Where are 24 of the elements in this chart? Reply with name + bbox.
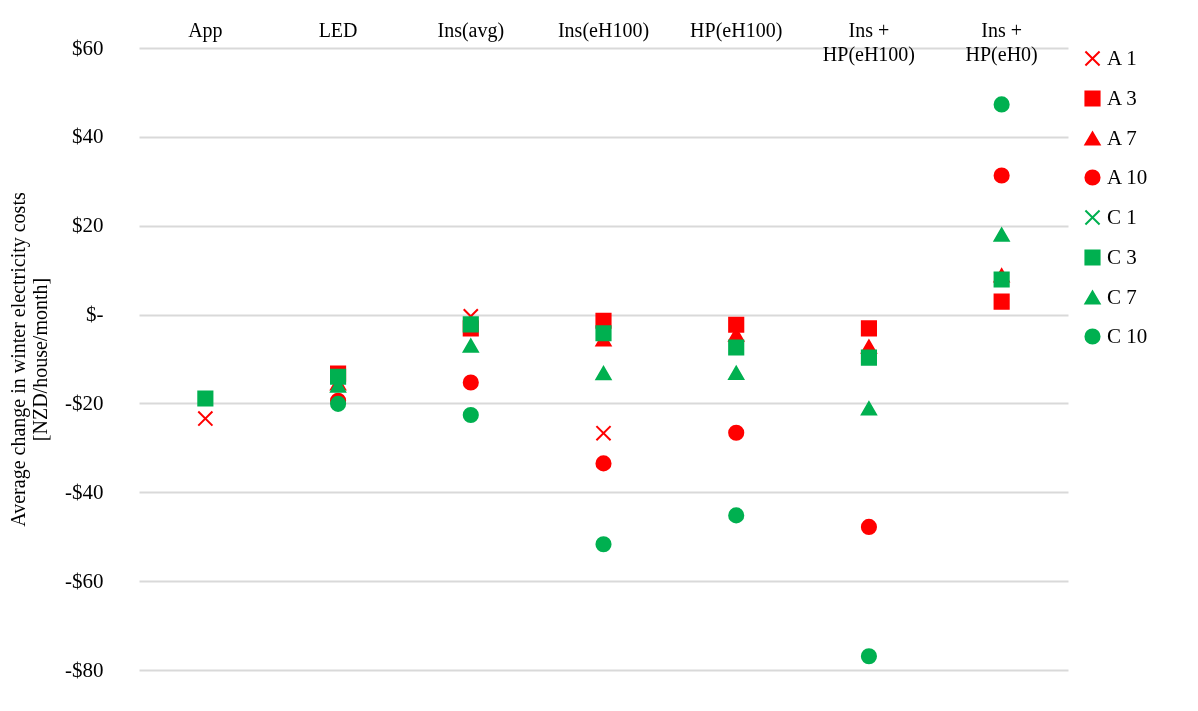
y-tick-label: $- (86, 302, 104, 327)
legend-label: C 1 (1107, 204, 1137, 229)
x-tick-label: App (188, 18, 223, 42)
legend-label: C 3 (1107, 244, 1137, 269)
x-tick-label: HP(eH100) (690, 18, 783, 42)
legend-label: A 10 (1107, 164, 1148, 189)
y-tick-label: $60 (72, 35, 104, 60)
y-tick-label: -$40 (65, 479, 104, 504)
legend-label: A 7 (1107, 125, 1137, 150)
y-axis-title: Average change in winter electricity costs [NZD/house/month] (7, 192, 52, 527)
x-tick-label: Ins(eH100) (557, 18, 650, 42)
legend-label: A 1 (1107, 45, 1137, 70)
legend-label: C 7 (1107, 284, 1137, 309)
x-tick-label: Ins(avg) (437, 18, 505, 42)
x-tick-label: LED (318, 18, 358, 41)
legend-label: A 3 (1107, 85, 1137, 110)
x-tick-label: Ins + HP(eH100) (822, 18, 916, 66)
y-tick-label: -$80 (65, 657, 104, 682)
y-tick-label: -$20 (65, 390, 104, 415)
legend-label: C 10 (1107, 323, 1148, 348)
y-tick-label: -$60 (65, 568, 104, 593)
y-tick-label: $40 (72, 124, 104, 149)
y-tick-label: $20 (72, 213, 104, 238)
x-tick-label: Ins + HP(eH0) (965, 18, 1038, 66)
